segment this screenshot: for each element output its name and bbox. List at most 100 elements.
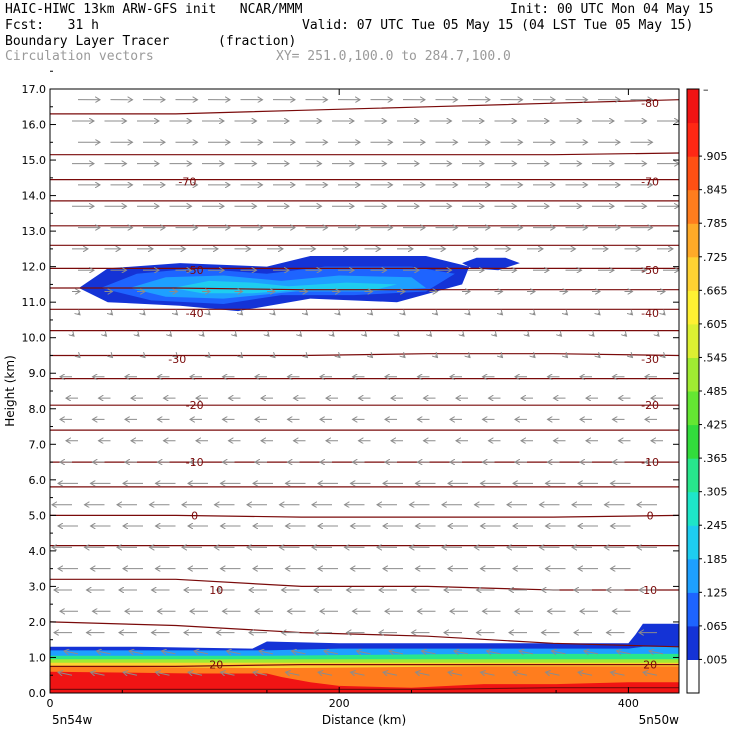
circulation-vector [111,355,113,357]
init-time: Init: 00 UTC Mon 04 May 15 [510,2,714,17]
circulation-vector [300,334,302,336]
contour-label: 20 [643,659,657,672]
y-tick-label: 13.0 [22,225,47,238]
section-coordinates: XY= 251.0,100.0 to 284.7,100.0 [276,49,511,64]
contour-label: -40 [186,307,204,320]
contour-label: -70 [178,175,196,188]
y-tick-label: 0.0 [29,687,47,700]
circulation-vector [552,651,566,654]
circulation-vector [519,651,534,654]
circulation-vector [487,651,501,654]
circulation-vector [566,313,568,315]
x-axis-label: Distance (km) [322,713,406,727]
circulation-vector [560,334,562,336]
circulation-vector [454,651,469,654]
circulation-vector [584,651,599,654]
y-tick-label: 12.0 [22,261,47,274]
contour-label: 0 [191,509,198,522]
colorbar-swatch [687,290,699,325]
colorbar-label: .365 [703,452,728,465]
y-tick-label: 6.0 [29,474,47,487]
colorbar-label: .305 [703,486,728,499]
colorbar-label: .125 [703,586,728,599]
contour-label: 20 [209,659,223,672]
circulation-vector [357,651,371,654]
colorbar-swatch [687,525,699,560]
circulation-vector [617,651,631,654]
circulation-vector [208,313,210,315]
colorbar-label: .245 [703,519,728,532]
colorbar-swatch [687,189,699,224]
contour-label: -10 [186,456,204,469]
contour-label: -20 [186,399,204,412]
circulation-vector [156,672,170,675]
colorbar-top-label: – [703,83,709,96]
circulation-vector [527,334,529,336]
circulation-vector [241,313,243,315]
contour-label: 10 [209,584,223,597]
colorbar-label: .725 [703,251,728,264]
colorbar-label: .665 [703,284,728,297]
valid-time: Valid: 07 UTC Tue 05 May 15 (04 LST Tue … [302,18,694,33]
field-name: Boundary Layer Tracer [5,34,170,49]
model-title: HAIC-HIWC 13km ARW-GFS init NCAR/MMM [5,2,303,17]
circulation-vector [105,334,107,336]
colorbar-swatch [687,558,699,593]
x-tick-label: 200 [329,697,350,710]
circulation-vector [188,672,203,675]
colorbar-swatch [687,122,699,157]
circulation-vector [267,334,269,336]
circulation-vector [306,355,308,357]
circulation-vector [170,334,172,336]
circulation-vector [611,672,625,675]
y-tick-label: 3.0 [29,580,47,593]
circulation-vector [566,355,568,357]
temperature-contour-19 [50,621,679,648]
circulation-vector [501,355,503,357]
circulation-vector [371,313,373,315]
circulation-vector [495,334,497,336]
colorbar-swatch [687,256,699,291]
circulation-vector [202,334,204,336]
y-tick-label: 1.0 [29,651,47,664]
colorbar-swatch [687,223,699,258]
circulation-vector [383,672,398,675]
circulation-vector [403,355,405,357]
colorbar-swatch [687,323,699,358]
circulation-vector [208,355,210,357]
circulation-vector [481,672,495,675]
circulation-vector [546,672,560,675]
circulation-vector [625,334,627,336]
contour-label: 0 [647,509,654,522]
circulation-vector [422,651,436,654]
circulation-vector [241,355,243,357]
y-tick-label: 16.0 [22,119,47,132]
circulation-vector [143,313,145,315]
colorbar-label: .485 [703,385,728,398]
circulation-vector [533,355,535,357]
circulation-vector [468,313,470,315]
circulation-vector [657,334,659,336]
circulation-vector [643,672,658,675]
y-tick-label: 7.0 [29,438,47,451]
colorbar-swatch [687,357,699,392]
contour-label: -80 [641,97,659,110]
colorbar-swatch [687,424,699,459]
circulation-vector [306,313,308,315]
circulation-vector [436,355,438,357]
circulation-vector [91,672,105,675]
circulation-vector [533,313,535,315]
colorbar-swatch [687,156,699,191]
colorbar-label: .905 [703,150,728,163]
circulation-vector [598,313,600,315]
circulation-vector [324,651,339,654]
colorbar-label: .005 [703,653,728,666]
temperature-contour-0 [50,99,679,115]
colorbar-swatch [687,89,699,124]
circulation-vector [78,355,80,357]
circulation-vector [97,651,111,654]
y-tick-label: 5.0 [29,509,47,522]
circulation-vector [416,672,430,675]
circulation-vector [129,651,144,654]
